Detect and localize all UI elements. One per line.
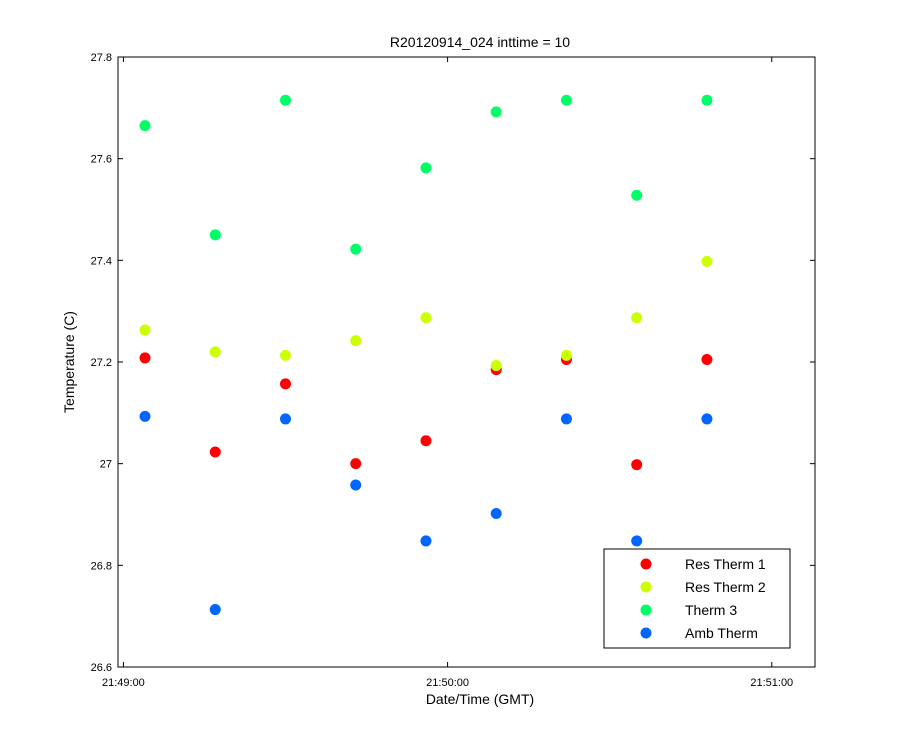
legend-marker-amb-therm xyxy=(640,627,652,639)
point-therm-3 xyxy=(560,94,572,106)
point-res-therm-1 xyxy=(701,353,713,365)
point-res-therm-2 xyxy=(139,324,151,336)
legend-label-res-therm-1: Res Therm 1 xyxy=(685,556,766,572)
point-res-therm-1 xyxy=(209,446,221,458)
point-amb-therm xyxy=(350,479,362,491)
point-therm-3 xyxy=(631,189,643,201)
point-res-therm-1 xyxy=(350,458,362,470)
point-res-therm-2 xyxy=(279,349,291,361)
point-amb-therm xyxy=(560,413,572,425)
x-tick-label: 21:51:00 xyxy=(750,677,793,689)
legend-box xyxy=(603,548,791,649)
point-therm-3 xyxy=(139,120,151,132)
y-tick-label: 27.4 xyxy=(91,255,112,267)
point-amb-therm xyxy=(209,604,221,616)
legend-label-therm-3: Therm 3 xyxy=(685,602,737,618)
chart-title: R20120914_024 inttime = 10 xyxy=(390,34,570,50)
point-therm-3 xyxy=(420,162,432,174)
point-amb-therm xyxy=(701,413,713,425)
point-res-therm-2 xyxy=(490,360,502,372)
y-tick-label: 27.8 xyxy=(91,52,112,64)
point-res-therm-1 xyxy=(279,378,291,390)
y-tick-label: 26.8 xyxy=(91,560,112,572)
point-amb-therm xyxy=(631,535,643,547)
y-axis-label: Temperature (C) xyxy=(61,311,77,413)
point-amb-therm xyxy=(490,507,502,519)
point-res-therm-2 xyxy=(350,335,362,347)
y-tick-label: 26.6 xyxy=(91,662,112,674)
point-res-therm-1 xyxy=(420,435,432,447)
point-therm-3 xyxy=(209,229,221,241)
x-axis-label: Date/Time (GMT) xyxy=(426,691,534,707)
point-therm-3 xyxy=(490,106,502,118)
x-tick-label: 21:50:00 xyxy=(426,677,469,689)
legend-marker-therm-3 xyxy=(640,604,652,616)
data-points xyxy=(139,94,713,616)
point-amb-therm xyxy=(139,410,151,422)
legend-label-amb-therm: Amb Therm xyxy=(685,625,758,641)
point-res-therm-2 xyxy=(209,346,221,358)
x-tick-label: 21:49:00 xyxy=(102,677,145,689)
axis-ticks: 26.6 26.8 27 27.2 27.4 27.6 27.8 21:49:00 21:50:… xyxy=(91,52,815,689)
y-tick-label: 27 xyxy=(100,459,112,471)
y-tick-label: 27.2 xyxy=(91,357,112,369)
point-therm-3 xyxy=(279,94,291,106)
point-res-therm-2 xyxy=(420,312,432,324)
point-res-therm-1 xyxy=(631,459,643,471)
legend-label-res-therm-2: Res Therm 2 xyxy=(685,579,766,595)
point-res-therm-2 xyxy=(560,349,572,361)
point-amb-therm xyxy=(420,535,432,547)
legend: Res Therm 1 Res Therm 2 Therm 3 Amb Therm xyxy=(603,548,791,649)
legend-marker-res-therm-1 xyxy=(640,558,652,570)
point-amb-therm xyxy=(279,413,291,425)
point-res-therm-2 xyxy=(631,312,643,324)
point-therm-3 xyxy=(350,243,362,255)
point-res-therm-1 xyxy=(139,352,151,364)
point-therm-3 xyxy=(701,94,713,106)
legend-marker-res-therm-2 xyxy=(640,581,652,593)
point-res-therm-2 xyxy=(701,255,713,267)
y-tick-label: 27.6 xyxy=(91,154,112,166)
